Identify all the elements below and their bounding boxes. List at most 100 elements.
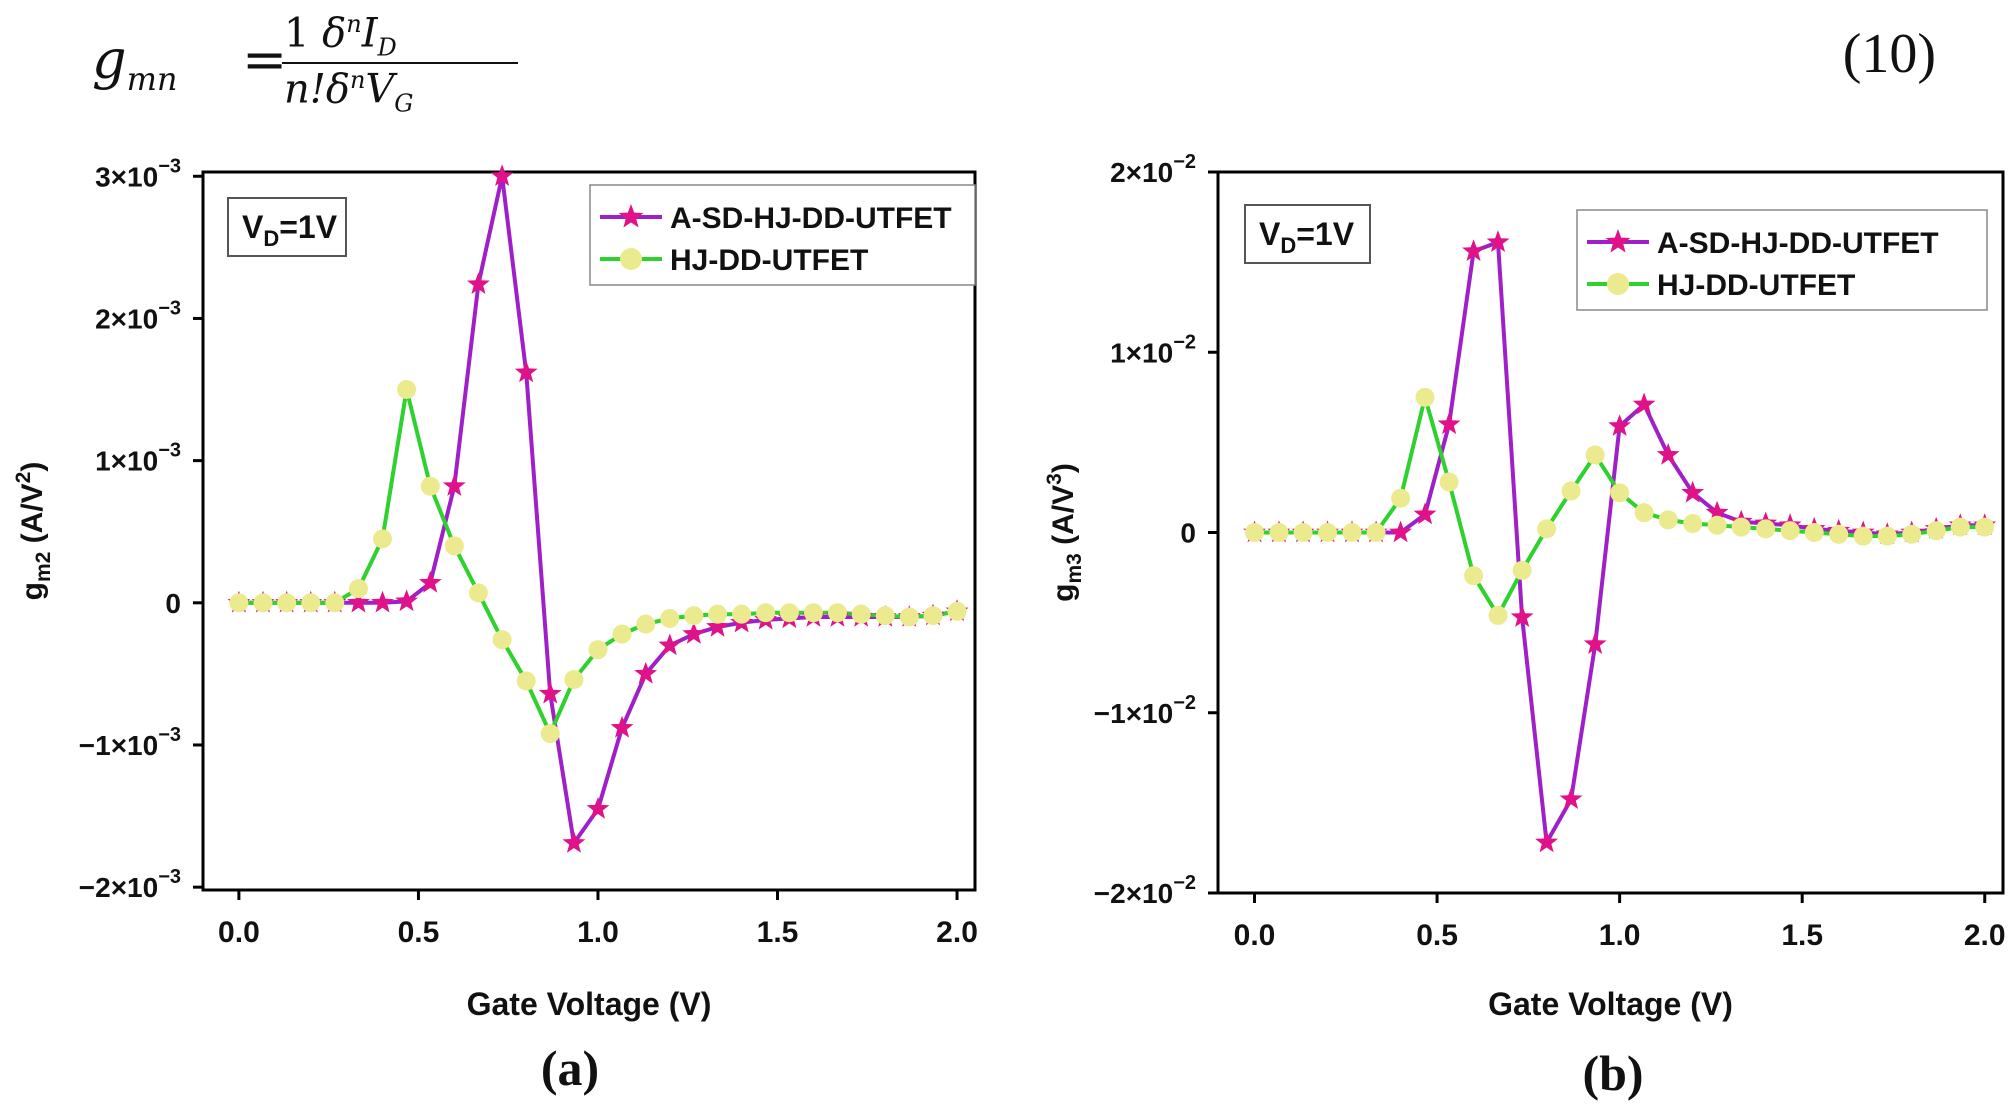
series-line <box>1254 240 1985 845</box>
data-point-star <box>418 570 442 593</box>
data-point-circle <box>277 593 297 613</box>
y-tick-label: −1×10−3 <box>79 724 181 761</box>
data-point-circle <box>923 606 943 626</box>
data-point-circle <box>1756 519 1776 539</box>
data-point-circle <box>1318 523 1338 542</box>
equation-numerator: 1 δnID <box>284 10 397 62</box>
data-point-circle <box>636 614 656 634</box>
data-point-star <box>490 164 514 186</box>
data-point-star <box>1462 239 1485 261</box>
data-point-circle <box>899 607 919 627</box>
data-point-circle <box>756 603 776 623</box>
data-point-circle <box>1415 387 1435 407</box>
data-point-circle <box>1464 566 1484 586</box>
data-point-circle <box>684 606 704 626</box>
annotation-vd: VD=1V <box>1259 216 1355 258</box>
data-point-circle <box>1610 483 1630 503</box>
data-point-star <box>395 589 418 612</box>
y-tick-label: 2×10−2 <box>1110 151 1196 188</box>
x-axis-label: Gate Voltage (V) <box>1488 986 1733 1022</box>
series-a-sd-hj-dd-utfet <box>1254 240 1985 845</box>
data-point-star <box>634 661 658 684</box>
y-tick-label: 1×10−3 <box>95 440 181 477</box>
data-point-circle <box>1731 517 1751 537</box>
data-point-circle <box>1877 526 1897 546</box>
legend-circle-marker <box>1607 273 1629 295</box>
data-point-star <box>1583 632 1607 654</box>
annotation-box <box>227 197 347 257</box>
data-point-star <box>586 797 610 819</box>
data-point-circle <box>1512 560 1532 580</box>
data-point-circle <box>325 593 345 613</box>
x-tick-label: 1.0 <box>1599 919 1641 952</box>
annotation-vd: VD=1V <box>242 209 338 251</box>
data-point-circle <box>1853 526 1873 546</box>
data-point-star <box>1437 412 1461 435</box>
legend-box <box>589 184 976 286</box>
data-point-star <box>1486 230 1510 252</box>
data-point-star <box>1413 502 1437 525</box>
data-point-star <box>658 633 682 656</box>
y-tick-label: −2×10−2 <box>1094 872 1196 909</box>
data-point-star <box>1632 392 1656 415</box>
equation-lhs: gmn <box>92 28 178 98</box>
series-markers-circle <box>229 380 967 744</box>
y-tick-label: −1×10−2 <box>1094 692 1196 729</box>
data-point-star <box>1608 414 1631 436</box>
legend: A-SD-HJ-DD-UTFET HJ-DD-UTFET <box>589 184 976 286</box>
equation-number: (10) <box>1842 23 1936 85</box>
data-point-star <box>1510 605 1534 627</box>
data-point-circle <box>348 579 368 599</box>
data-point-circle <box>1342 523 1362 542</box>
data-point-circle <box>827 603 847 623</box>
legend-label: A-SD-HJ-DD-UTFET <box>1657 227 1939 260</box>
data-point-star <box>467 272 490 294</box>
data-point-star <box>1705 500 1729 523</box>
data-point-circle <box>1683 513 1703 533</box>
data-point-circle <box>420 476 440 496</box>
plot-frame <box>201 170 977 892</box>
y-tick-label: 3×10−3 <box>95 155 181 192</box>
legend-label: HJ-DD-UTFET <box>670 244 868 277</box>
data-point-circle <box>732 604 752 624</box>
equation-equals: = <box>242 28 288 91</box>
data-point-circle <box>1829 524 1849 544</box>
equation-denominator: n!δnVG <box>284 66 414 118</box>
data-point-circle <box>947 601 967 621</box>
data-point-circle <box>540 724 560 744</box>
data-point-star <box>682 622 706 644</box>
series-markers-circle <box>1245 387 1995 625</box>
data-point-circle <box>1561 481 1581 501</box>
data-point-star <box>562 831 586 853</box>
data-point-circle <box>588 640 608 660</box>
y-tick-label: −2×10−3 <box>79 866 181 903</box>
data-point-circle <box>1950 517 1970 537</box>
data-point-circle <box>253 593 273 613</box>
x-tick-label: 1.5 <box>1781 919 1823 952</box>
data-point-circle <box>1780 521 1800 541</box>
legend: A-SD-HJ-DD-UTFET HJ-DD-UTFET <box>1576 209 1988 311</box>
x-axis-label: Gate Voltage (V) <box>467 986 712 1022</box>
y-tick-label: 1×10−2 <box>1110 331 1196 368</box>
data-point-circle <box>803 603 823 623</box>
data-point-circle <box>1658 510 1678 530</box>
data-point-circle <box>516 671 536 691</box>
x-tick-label: 0.0 <box>1234 919 1276 952</box>
data-point-circle <box>1926 521 1946 541</box>
data-point-circle <box>851 604 871 624</box>
data-point-star <box>610 715 634 738</box>
data-point-star <box>371 590 394 613</box>
x-tick-label: 1.5 <box>757 916 799 949</box>
data-point-circle <box>612 624 632 644</box>
data-point-star <box>1559 787 1583 809</box>
data-point-circle <box>1245 523 1265 542</box>
data-point-circle <box>779 603 799 623</box>
data-point-circle <box>397 380 417 400</box>
data-point-circle <box>1975 517 1995 537</box>
data-point-star <box>1535 830 1558 853</box>
data-point-circle <box>1391 488 1411 508</box>
data-point-circle <box>1585 445 1605 465</box>
equation-fraction-bar <box>282 62 518 64</box>
y-axis-label: gm3 (A/V3) <box>1043 463 1086 602</box>
